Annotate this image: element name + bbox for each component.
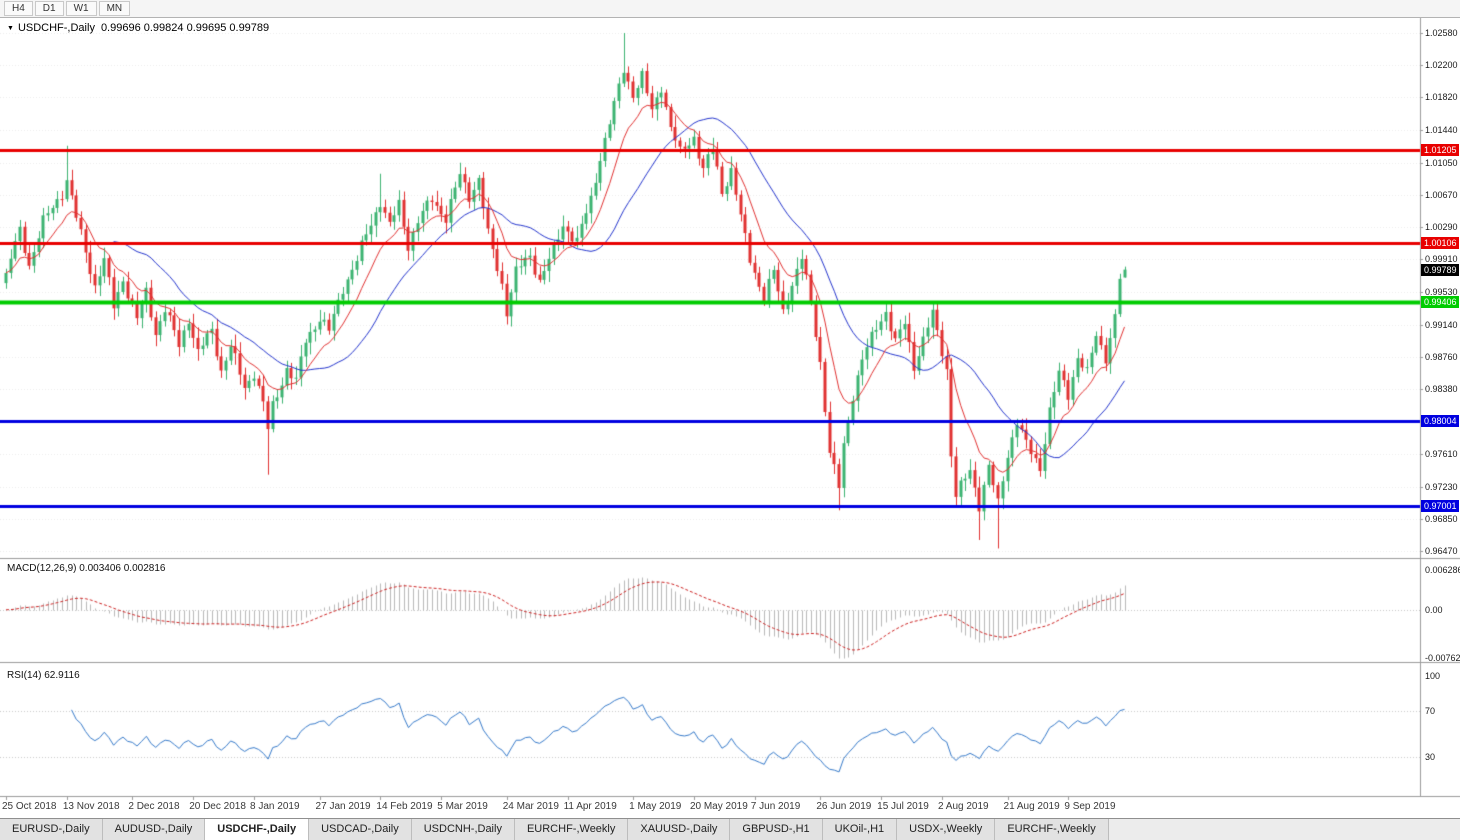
price-level-tag: 0.99406	[1421, 296, 1459, 309]
macd-axis-label: 0.00	[1425, 604, 1443, 615]
price-axis-label: 1.02580	[1425, 28, 1458, 38]
price-axis-label: 0.96470	[1425, 546, 1458, 556]
date-axis-label[interactable]: 20 May 2019	[689, 801, 748, 812]
date-axis-label[interactable]: 13 Nov 2018	[62, 801, 120, 812]
date-axis-label[interactable]: 1 May 2019	[629, 801, 682, 812]
macd-axis-label: 0.006286	[1425, 565, 1460, 575]
price-axis-label: 1.01820	[1425, 92, 1458, 103]
timeframe-button-h4[interactable]: H4	[4, 1, 33, 16]
date-axis-label[interactable]: 24 Mar 2019	[502, 801, 559, 812]
symbol-tab-gbpusd-h1[interactable]: GBPUSD-,H1	[730, 819, 823, 840]
symbol-tab-usdx-weekly[interactable]: USDX-,Weekly	[897, 819, 996, 840]
price-axis-label: 1.00290	[1425, 222, 1458, 233]
chart-region: ▼ USDCHF-,Daily 0.99696 0.99824 0.99695 0.…	[0, 18, 1460, 818]
symbol-tab-xauusd-daily[interactable]: XAUUSD-,Daily	[628, 819, 731, 840]
price-level-tag: 0.98004	[1421, 414, 1459, 427]
rsi-axis-label: 30	[1425, 752, 1436, 763]
price-axis-label: 0.99530	[1425, 286, 1458, 297]
symbol-tabbar: EURUSD-,Daily AUDUSD-,Daily USDCHF-,Daily U…	[0, 818, 1460, 840]
symbol-tab-eurusd-daily[interactable]: EURUSD-,Daily	[0, 819, 103, 840]
chart-title-ohlc: 0.99696 0.99824 0.99695 0.99789	[100, 22, 270, 34]
price-axis-label: 1.00670	[1425, 189, 1458, 200]
date-axis-label[interactable]: 25 Oct 2018	[2, 801, 57, 812]
current-price-tag: 0.99789	[1421, 263, 1459, 276]
date-axis-label[interactable]: 21 Aug 2019	[1003, 801, 1060, 812]
symbol-tab-eurchf-weekly[interactable]: EURCHF-,Weekly	[995, 819, 1109, 840]
date-axis-label[interactable]: 11 Apr 2019	[563, 801, 617, 812]
price-axis-label: 0.99910	[1425, 254, 1458, 265]
date-axis-label[interactable]: 2 Dec 2018	[128, 801, 180, 812]
symbol-tab-eurchf-weekly[interactable]: EURCHF-,Weekly	[514, 819, 629, 840]
rsi-axis-label: 70	[1425, 705, 1436, 716]
macd-axis-label: -0.00762	[1425, 653, 1460, 663]
price-level-tag: 0.97001	[1421, 499, 1459, 512]
date-axis-label[interactable]: 9 Sep 2019	[1064, 801, 1116, 812]
price-chart-canvas[interactable]	[0, 18, 1460, 818]
date-axis-label[interactable]: 26 Jun 2019	[816, 801, 872, 812]
price-axis-label: 1.01440	[1425, 124, 1458, 135]
date-axis-label[interactable]: 15 Jul 2019	[877, 801, 929, 812]
price-level-tag: 1.01205	[1421, 143, 1459, 156]
price-axis-label: 0.99140	[1425, 319, 1458, 330]
date-axis-label[interactable]: 14 Feb 2019	[376, 801, 433, 812]
timeframe-toolbar: H4 D1 W1 MN	[0, 0, 1460, 18]
timeframe-button-w1[interactable]: W1	[65, 1, 97, 16]
rsi-label: RSI(14) 62.9116	[7, 670, 80, 681]
chart-title: ▼ USDCHF-,Daily 0.99696 0.99824 0.99695 0.…	[7, 22, 269, 34]
timeframe-button-d1[interactable]: D1	[34, 1, 64, 16]
date-axis-label[interactable]: 7 Jun 2019	[750, 801, 801, 812]
macd-label: MACD(12,26,9) 0.003406 0.002816	[7, 563, 166, 574]
symbol-dropdown-icon[interactable]: ▼	[7, 25, 14, 32]
date-axis-label[interactable]: 2 Aug 2019	[938, 801, 989, 812]
symbol-tab-usdcnh-daily[interactable]: USDCNH-,Daily	[411, 819, 515, 840]
price-axis-label: 1.02200	[1425, 60, 1458, 71]
timeframe-button-mn[interactable]: MN	[98, 1, 131, 16]
date-axis-label[interactable]: 8 Jan 2019	[250, 801, 300, 812]
date-axis-label[interactable]: 27 Jan 2019	[315, 801, 371, 812]
date-axis-label[interactable]: 20 Dec 2018	[189, 801, 246, 812]
chart-title-symbol: USDCHF-,Daily	[17, 22, 95, 34]
price-axis-label: 0.98380	[1425, 384, 1458, 395]
price-level-tag: 1.00106	[1421, 236, 1459, 249]
price-axis-label: 0.97610	[1425, 449, 1458, 460]
price-axis-label: 0.96850	[1425, 513, 1458, 524]
price-axis-label: 1.01050	[1425, 157, 1458, 168]
price-axis-label: 0.98760	[1425, 351, 1458, 362]
symbol-tab-usdcad-daily[interactable]: USDCAD-,Daily	[309, 819, 412, 840]
price-axis-label: 0.97230	[1425, 481, 1458, 492]
date-axis-label[interactable]: 5 Mar 2019	[437, 801, 488, 812]
symbol-tab-audusd-daily[interactable]: AUDUSD-,Daily	[102, 819, 206, 840]
symbol-tab-usdchf-daily[interactable]: USDCHF-,Daily	[205, 819, 310, 840]
rsi-axis-label: 100	[1425, 671, 1441, 681]
symbol-tab-ukoil-h1[interactable]: UKOil-,H1	[822, 819, 898, 840]
